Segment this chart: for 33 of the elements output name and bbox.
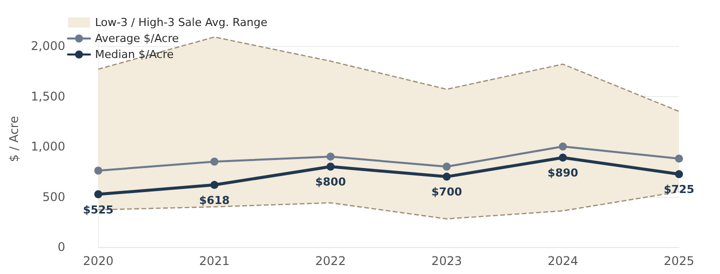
point	[675, 170, 683, 178]
data-label: $890	[548, 166, 578, 180]
data-label: $725	[664, 183, 694, 196]
point	[675, 154, 683, 163]
y-tick-label: 1,000	[30, 140, 66, 154]
x-tick-label: 2023	[431, 254, 462, 268]
y-axis-title: $ / Acre	[7, 116, 21, 162]
point	[210, 180, 218, 189]
point	[326, 152, 335, 161]
y-tick-label: 0	[58, 240, 66, 254]
x-tick-label: 2025	[664, 254, 694, 268]
y-tick-label: 500	[42, 190, 66, 204]
y-tick-label: 2,000	[30, 39, 66, 54]
y-tick-label: 1,500	[30, 89, 66, 104]
point	[94, 166, 102, 175]
point	[326, 162, 335, 171]
data-label: $800	[315, 176, 346, 189]
data-label: $700	[431, 186, 462, 199]
legend-label: Average $/Acre	[95, 32, 180, 45]
point	[94, 190, 102, 198]
point	[210, 158, 218, 166]
x-tick-label: 2020	[82, 254, 114, 268]
point	[558, 142, 567, 151]
legend-label: Low-3 / High-3 Sale Avg. Range	[95, 16, 268, 29]
legend-label: Median $/Acre	[95, 48, 174, 61]
data-label: $525	[82, 203, 114, 216]
x-tick-label: 2022	[315, 254, 346, 268]
x-tick-label: 2024	[548, 254, 578, 268]
x-tick-label: 2021	[199, 254, 230, 268]
point	[442, 162, 451, 171]
data-label: $618	[199, 194, 230, 207]
point	[442, 172, 451, 181]
point	[558, 154, 567, 162]
